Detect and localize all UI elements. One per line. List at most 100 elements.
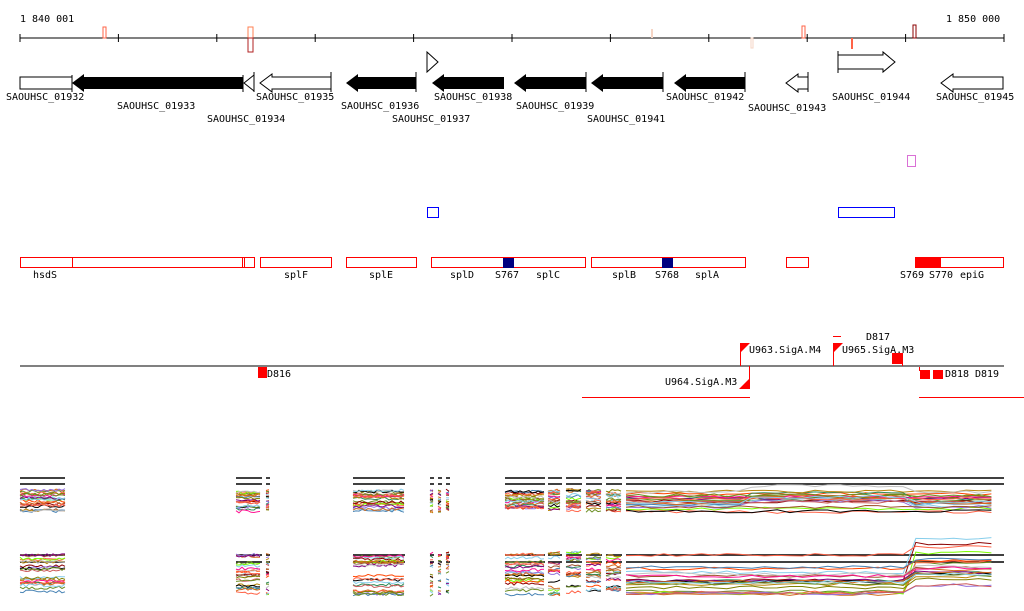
expression-profile-line bbox=[445, 557, 450, 560]
terminator-D816[interactable] bbox=[258, 367, 267, 378]
expression-profile-line bbox=[548, 568, 561, 571]
ruler-marker[interactable] bbox=[247, 26, 254, 39]
terminator-label[interactable]: D819 bbox=[975, 369, 1000, 380]
expression-profile-line bbox=[445, 492, 450, 495]
srna-S768[interactable] bbox=[662, 258, 673, 268]
expression-profile-line bbox=[585, 501, 602, 505]
gene-label[interactable]: SAOUHSC_01936 bbox=[341, 101, 420, 112]
ruler-marker[interactable] bbox=[851, 38, 853, 49]
feature-box-blue[interactable] bbox=[838, 207, 895, 218]
gene-label[interactable]: SAOUHSC_01935 bbox=[256, 92, 335, 103]
expression-profile-line bbox=[265, 575, 270, 578]
expression-profile-line bbox=[19, 553, 65, 557]
expression-profile-line bbox=[547, 565, 561, 569]
gene-label[interactable]: SAOUHSC_01942 bbox=[666, 92, 745, 103]
ruler-marker[interactable] bbox=[912, 24, 917, 39]
operon-hsdS[interactable] bbox=[20, 257, 255, 268]
promoter-U965[interactable] bbox=[833, 343, 843, 353]
feature-dash bbox=[833, 336, 841, 337]
gene-SAOUHSC_01938[interactable] bbox=[432, 74, 504, 92]
expression-profile-line bbox=[504, 552, 545, 557]
expression-profiles bbox=[19, 477, 1004, 597]
promoter-label[interactable]: U964.SigA.M3 bbox=[665, 377, 738, 388]
gene-label[interactable]: SAOUHSC_01937 bbox=[392, 114, 471, 125]
expression-profile-line bbox=[20, 576, 66, 581]
expression-profile-line bbox=[585, 556, 602, 560]
terminator-label[interactable]: D818 bbox=[945, 369, 970, 380]
expression-profile-line bbox=[625, 577, 992, 590]
expression-profile-line bbox=[429, 509, 434, 512]
gene-SAOUHSC_01935[interactable] bbox=[259, 73, 332, 93]
expression-profile-line bbox=[265, 581, 270, 584]
gene-SAOUHSC_01933[interactable] bbox=[72, 74, 243, 92]
expression-profile-line bbox=[585, 494, 602, 498]
gene-SAOUHSC_01944[interactable] bbox=[837, 50, 896, 74]
gene-label[interactable]: SAOUHSC_01934 bbox=[207, 114, 286, 125]
expression-profile-line bbox=[547, 500, 561, 503]
expression-profile-line bbox=[265, 495, 270, 498]
gene-label[interactable]: SAOUHSC_01943 bbox=[748, 103, 827, 114]
promoter-U964[interactable] bbox=[739, 379, 749, 389]
gene-label[interactable]: SAOUHSC_01939 bbox=[516, 101, 595, 112]
ruler-marker[interactable] bbox=[247, 37, 254, 53]
gene-label[interactable]: SAOUHSC_01941 bbox=[587, 114, 666, 125]
gene-label[interactable]: SAOUHSC_01932 bbox=[6, 92, 85, 103]
gene-label[interactable]: SAOUHSC_01944 bbox=[832, 92, 911, 103]
expression-profile-line bbox=[504, 576, 545, 581]
expression-profile-line bbox=[504, 586, 545, 590]
expression-profile-line bbox=[429, 492, 434, 496]
gene-SAOUHSC_01939[interactable] bbox=[514, 74, 586, 92]
expression-profile-line bbox=[235, 566, 261, 571]
gene-SAOUHSC_01941[interactable] bbox=[591, 74, 663, 92]
feature-box-blue[interactable] bbox=[427, 207, 439, 218]
gene-label[interactable]: SAOUHSC_01938 bbox=[434, 92, 513, 103]
expression-profile-line bbox=[504, 592, 544, 597]
gene-label[interactable]: SAOUHSC_01933 bbox=[117, 101, 196, 112]
ruler-end-label: 1 850 000 bbox=[946, 14, 1001, 25]
expression-profile-line bbox=[565, 550, 582, 555]
expression-profile-line bbox=[504, 571, 545, 576]
terminator-D818[interactable] bbox=[920, 370, 930, 379]
expression-profile-line bbox=[19, 559, 66, 564]
terminator-D819[interactable] bbox=[933, 370, 943, 379]
terminator-label[interactable]: D817 bbox=[866, 332, 891, 343]
promoter-label[interactable]: U963.SigA.M4 bbox=[749, 345, 822, 356]
expression-profile-line bbox=[585, 573, 602, 577]
expression-profile-line bbox=[504, 561, 545, 566]
operon-splF[interactable] bbox=[260, 257, 332, 268]
ruler-marker[interactable] bbox=[651, 29, 653, 38]
promoter-U963[interactable] bbox=[740, 343, 750, 353]
expression-profile-line bbox=[352, 563, 405, 568]
expression-profile-line bbox=[625, 566, 992, 579]
expression-profile-line bbox=[352, 580, 405, 585]
operon-splE[interactable] bbox=[346, 257, 417, 268]
ruler-marker[interactable] bbox=[750, 37, 754, 49]
expression-profile-line bbox=[352, 559, 405, 564]
gene-SAOUHSC_01943[interactable] bbox=[785, 73, 809, 93]
ruler-marker[interactable] bbox=[801, 25, 806, 39]
promoter-label[interactable]: U965.SigA.M3 bbox=[842, 345, 915, 356]
expression-profile-line bbox=[625, 572, 992, 585]
gene-SAOUHSC_01945[interactable] bbox=[940, 73, 1004, 93]
expression-profile-line bbox=[445, 505, 450, 507]
ruler-marker[interactable] bbox=[102, 26, 107, 39]
expression-profile-line bbox=[19, 509, 66, 513]
gene-SAOUHSC_01936[interactable] bbox=[346, 74, 416, 92]
ruler[interactable] bbox=[19, 24, 1005, 53]
terminator-label[interactable]: D816 bbox=[267, 369, 292, 380]
gene-SAOUHSC_01937[interactable] bbox=[426, 50, 439, 74]
srna-S767[interactable] bbox=[503, 258, 514, 268]
srna-S769-S770[interactable] bbox=[915, 258, 941, 268]
feature-box-magenta[interactable] bbox=[907, 155, 916, 167]
gene-SAOUHSC_01934[interactable] bbox=[243, 73, 255, 93]
gene-label[interactable]: SAOUHSC_01945 bbox=[936, 92, 1015, 103]
expression-profile-line bbox=[565, 509, 582, 513]
gene-SAOUHSC_01932[interactable] bbox=[19, 76, 73, 90]
gene-SAOUHSC_01942[interactable] bbox=[674, 74, 745, 92]
expression-profile-line bbox=[565, 500, 582, 504]
expression-profile-line bbox=[547, 555, 561, 560]
terminator-D817[interactable] bbox=[892, 353, 902, 364]
expression-profile-line bbox=[625, 484, 992, 494]
operon-box[interactable] bbox=[786, 257, 809, 268]
